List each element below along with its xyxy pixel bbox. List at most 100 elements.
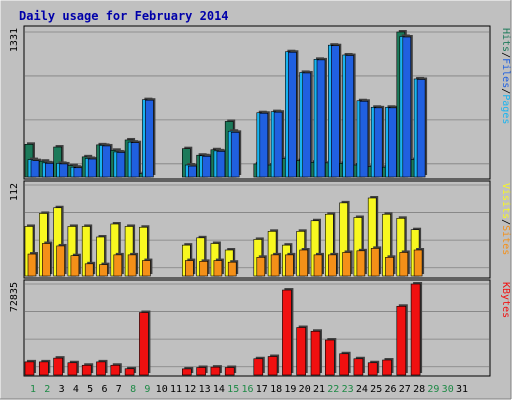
bar-kbytes-day-9 xyxy=(139,312,149,376)
bar-kbytes-day-23 xyxy=(339,353,349,376)
bar-kbytes-day-27 xyxy=(396,305,407,376)
bar-files-day-2 xyxy=(44,163,54,178)
series-label-part: / xyxy=(500,88,511,94)
panel-kbytes-bars xyxy=(24,282,423,376)
bar-kbytes-day-5 xyxy=(81,364,92,376)
bar-sites-day-4 xyxy=(70,255,80,277)
x-tick-label-day-29: 29 xyxy=(427,384,439,395)
bar-sites-day-7 xyxy=(113,254,123,277)
x-tick-label-day-28: 28 xyxy=(413,384,425,395)
bar-kbytes-day-13 xyxy=(196,367,206,376)
bar-sites-day-6 xyxy=(99,264,108,277)
bar-files-day-27 xyxy=(402,36,412,178)
bar-sites-day-19 xyxy=(285,254,294,277)
x-tick-label-day-30: 30 xyxy=(442,384,454,395)
panel-kbytes-series-label: KBytes xyxy=(500,282,511,318)
bar-files-day-8 xyxy=(130,142,140,178)
x-tick-label-day-14: 14 xyxy=(213,384,225,395)
bar-files-day-26 xyxy=(388,107,397,178)
x-tick-label-day-2: 2 xyxy=(44,384,50,395)
bar-kbytes-day-25 xyxy=(367,362,378,376)
bar-sites-day-25 xyxy=(370,248,380,277)
bar-sites-day-3 xyxy=(56,245,65,277)
bar-sites-day-27 xyxy=(399,252,409,277)
x-tick-label-day-27: 27 xyxy=(399,384,411,395)
bar-files-day-4 xyxy=(73,167,83,178)
series-label-part: Pages xyxy=(500,94,511,124)
bar-sites-day-28 xyxy=(413,249,423,277)
bar-files-day-21 xyxy=(316,59,326,178)
bar-files-day-22 xyxy=(330,45,340,178)
bar-sites-day-12 xyxy=(185,260,194,277)
x-tick-label-day-6: 6 xyxy=(101,384,107,395)
bar-files-day-23 xyxy=(345,55,354,178)
x-tick-label-day-12: 12 xyxy=(184,384,196,395)
x-tick-label-day-11: 11 xyxy=(170,384,182,395)
bar-kbytes-day-20 xyxy=(296,327,307,376)
bar-kbytes-day-24 xyxy=(353,358,364,376)
bar-kbytes-day-28 xyxy=(410,283,421,376)
bar-kbytes-day-14 xyxy=(210,366,221,376)
bar-kbytes-day-4 xyxy=(67,362,78,376)
bar-sites-day-8 xyxy=(127,254,137,277)
x-tick-label-day-3: 3 xyxy=(59,384,65,395)
bar-sites-day-26 xyxy=(385,257,394,277)
bar-sites-day-20 xyxy=(299,249,309,277)
x-tick-label-day-31: 31 xyxy=(456,384,468,395)
panel-kbytes-ymax-label: 72835 xyxy=(9,282,20,312)
bar-sites-day-9 xyxy=(142,260,151,277)
series-label-part: / xyxy=(500,219,511,225)
panel-visits-ymax-label: 112 xyxy=(9,183,20,201)
bar-sites-day-21 xyxy=(313,254,323,277)
bar-sites-day-23 xyxy=(342,252,351,277)
bar-files-day-17 xyxy=(259,112,269,178)
bar-kbytes-day-18 xyxy=(267,356,278,376)
bar-kbytes-day-1 xyxy=(24,361,35,376)
x-tick-label-day-23: 23 xyxy=(342,384,354,395)
bar-files-day-24 xyxy=(359,100,369,178)
chart-title: Daily usage for February 2014 xyxy=(19,9,229,23)
bar-sites-day-2 xyxy=(41,243,51,277)
series-label-part: Sites xyxy=(500,225,511,255)
x-tick-label-day-25: 25 xyxy=(370,384,382,395)
bar-kbytes-day-6 xyxy=(96,361,106,376)
bar-files-day-15 xyxy=(230,132,240,178)
x-tick-label-day-26: 26 xyxy=(384,384,396,395)
panel-hits-ymax-label: 1331 xyxy=(9,28,20,52)
bar-kbytes-day-15 xyxy=(224,367,235,376)
x-tick-label-day-22: 22 xyxy=(327,384,339,395)
series-label-part: Visits xyxy=(500,183,511,219)
x-tick-label-day-21: 21 xyxy=(313,384,325,395)
bar-kbytes-day-26 xyxy=(382,359,392,376)
panel-visits-bars xyxy=(24,196,425,277)
x-tick-label-day-9: 9 xyxy=(144,384,150,395)
bar-kbytes-day-19 xyxy=(282,289,292,376)
x-tick-label-day-1: 1 xyxy=(30,384,36,395)
x-tick-label-day-4: 4 xyxy=(73,384,79,395)
x-tick-label-day-18: 18 xyxy=(270,384,282,395)
bar-kbytes-day-12 xyxy=(182,368,192,376)
bar-files-day-14 xyxy=(216,151,226,178)
panel-hits-series-label: Hits/Files/Pages xyxy=(500,28,511,124)
panel-kbytes: 72835 KBytes xyxy=(9,279,511,377)
bar-files-day-19 xyxy=(288,51,297,178)
bar-files-day-5 xyxy=(87,158,97,178)
bar-kbytes-day-2 xyxy=(38,361,49,376)
bar-kbytes-day-17 xyxy=(253,358,264,376)
bar-kbytes-day-8 xyxy=(124,368,135,376)
bar-kbytes-day-21 xyxy=(310,330,321,376)
bar-sites-day-18 xyxy=(270,254,280,277)
bar-files-day-28 xyxy=(416,79,426,178)
bar-files-day-7 xyxy=(116,152,126,178)
series-label-part: Files xyxy=(500,58,511,88)
x-tick-label-day-16: 16 xyxy=(241,384,253,395)
bar-sites-day-17 xyxy=(256,257,266,277)
x-tick-label-day-7: 7 xyxy=(116,384,122,395)
x-tick-label-day-17: 17 xyxy=(256,384,268,395)
panel-hits-bars xyxy=(24,30,428,178)
x-axis-day-labels: 1 2 3 4 5 6 7 8 9 10 11 12 13 14 15 16 17 18 19 20 21 22 23 24 2… xyxy=(30,384,468,395)
bar-sites-day-13 xyxy=(199,261,208,277)
